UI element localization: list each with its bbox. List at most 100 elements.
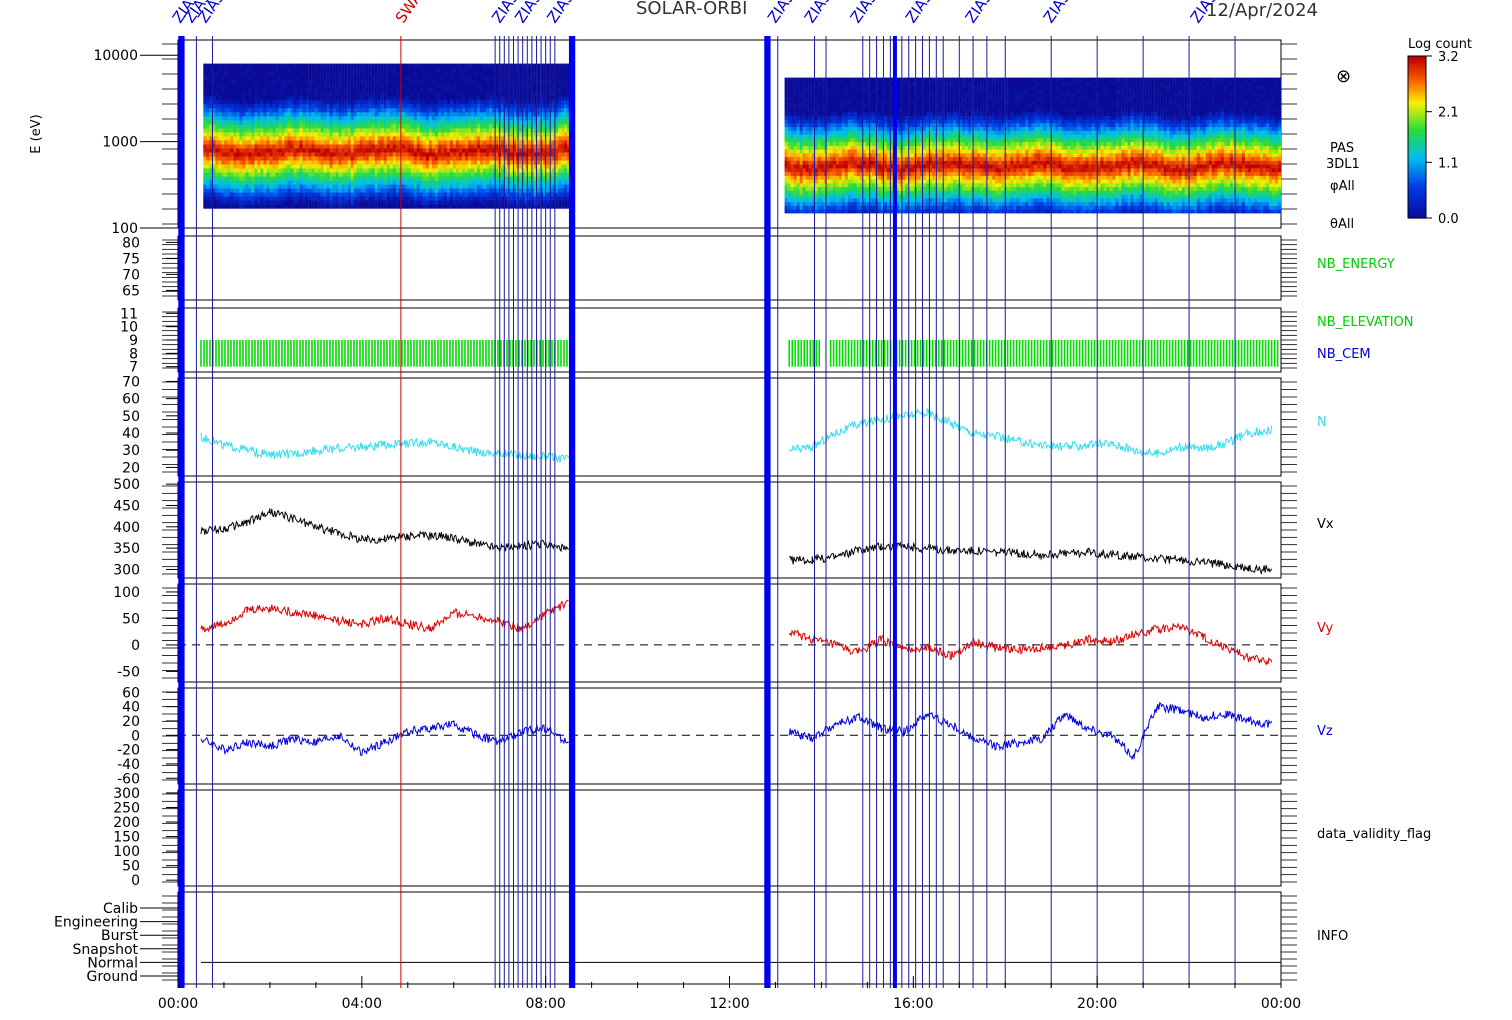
spectrogram-cell — [221, 168, 225, 173]
spectrogram-cell — [224, 204, 228, 209]
spectrogram-cell — [251, 155, 255, 161]
spectrogram-cell — [218, 87, 222, 93]
spectrogram-cell — [272, 143, 276, 149]
spectrogram-cell — [326, 172, 330, 177]
spectrogram-cell — [317, 115, 321, 121]
spectrogram-cell — [811, 122, 815, 128]
spectrogram-cell — [458, 184, 463, 189]
spectrogram-cell — [377, 196, 381, 201]
spectrogram-cell — [350, 176, 354, 181]
spectrogram-cell — [347, 91, 351, 97]
spectrogram-cell — [510, 200, 514, 205]
spectrogram-cell — [799, 107, 803, 113]
spectrogram-cell — [212, 204, 216, 209]
spectrogram-cell — [537, 192, 541, 197]
spectrogram-cell — [817, 167, 821, 173]
spectrogram-cell — [209, 155, 213, 161]
spectrogram-cell — [275, 151, 279, 157]
spectrogram-cell — [284, 79, 288, 85]
spectrogram-cell — [392, 111, 396, 117]
spectrogram-cell — [371, 180, 375, 185]
spectrogram-cell — [793, 149, 797, 154]
spectrogram-cell — [263, 172, 267, 177]
spectrogram-cell — [787, 92, 791, 98]
spectrogram-cell — [534, 75, 538, 81]
spectrogram-cell — [320, 200, 324, 205]
spectrogram-cell — [356, 172, 360, 177]
spectrogram-cell — [272, 131, 276, 137]
spectrogram-cell — [455, 131, 460, 137]
spectrogram-cell — [233, 155, 237, 161]
spectrogram-cell — [275, 99, 279, 105]
spectrogram-cell — [296, 71, 300, 77]
spectrogram-cell — [486, 87, 490, 93]
spectrogram-cell — [443, 131, 448, 137]
spectrogram-cell — [350, 155, 354, 161]
spectrogram-cell — [368, 107, 372, 113]
spectrogram-cell — [564, 172, 568, 177]
spectrogram-cell — [356, 107, 360, 113]
spectrogram-cell — [386, 79, 390, 85]
spectrogram-cell — [203, 143, 207, 149]
spectrogram-cell — [302, 168, 306, 173]
spectrogram-cell — [209, 71, 213, 77]
spectrogram-cell — [823, 145, 827, 150]
spectrogram-cell — [404, 91, 408, 97]
spectrogram-cell — [296, 200, 300, 205]
spectrogram-cell — [465, 135, 469, 141]
spectrogram-cell — [552, 111, 556, 117]
spectrogram-cell — [413, 143, 417, 149]
spectrogram-cell — [245, 168, 249, 173]
spectrogram-cell — [251, 184, 255, 189]
spectrogram-cell — [227, 99, 231, 105]
spectrogram-cell — [468, 139, 472, 145]
spectrogram-cell — [799, 194, 803, 199]
spectrogram-cell — [410, 95, 414, 101]
spectrogram-cell — [332, 91, 336, 97]
spectrogram-cell — [293, 151, 297, 157]
spectrogram-cell — [215, 115, 219, 121]
spectrogram-cell — [404, 192, 408, 197]
spectrogram-cell — [344, 135, 348, 141]
spectrogram-cell — [474, 71, 478, 77]
spectrogram-cell — [380, 67, 384, 73]
spectrogram-cell — [221, 196, 225, 201]
spectrogram-cell — [428, 196, 433, 201]
spectrogram-cell — [281, 103, 285, 109]
spectrogram-cell — [413, 79, 417, 85]
spectrogram-cell — [359, 168, 363, 173]
spectrogram-cell — [440, 139, 445, 145]
spectrogram-cell — [799, 205, 803, 210]
spectrogram-cell — [353, 180, 357, 185]
spectrogram-cell — [561, 147, 565, 153]
spectrogram-cell — [329, 151, 333, 157]
spectrogram-cell — [446, 176, 451, 181]
spectrogram-cell — [395, 139, 399, 145]
spectrogram-cell — [501, 172, 505, 177]
spectrogram-cell — [428, 184, 433, 189]
spectrogram-cell — [260, 67, 264, 73]
spectrogram-cell — [248, 95, 252, 101]
spectrogram-cell — [543, 147, 547, 153]
spectrogram-cell — [356, 79, 360, 85]
spectrogram-cell — [260, 200, 264, 205]
spectrogram-cell — [386, 135, 390, 141]
spectrogram-cell — [465, 83, 469, 89]
spectrogram-cell — [477, 184, 481, 189]
spectrogram-cell — [489, 119, 493, 125]
spectrogram-cell — [323, 131, 327, 137]
spectrogram-cell — [543, 107, 547, 113]
spectrogram-cell — [245, 119, 249, 125]
spectrogram-cell — [465, 196, 469, 201]
spectrogram-cell — [368, 87, 372, 93]
spectrogram-cell — [233, 172, 237, 177]
spectrogram-cell — [362, 139, 366, 145]
spectrogram-cell — [796, 205, 800, 210]
spectrogram-cell — [332, 119, 336, 125]
spectrogram-cell — [365, 67, 369, 73]
spectrogram-cell — [377, 71, 381, 77]
spectrogram-cell — [549, 163, 553, 169]
spectrogram-cell — [263, 135, 267, 141]
spectrogram-cell — [510, 131, 514, 137]
spectrogram-cell — [368, 204, 372, 209]
